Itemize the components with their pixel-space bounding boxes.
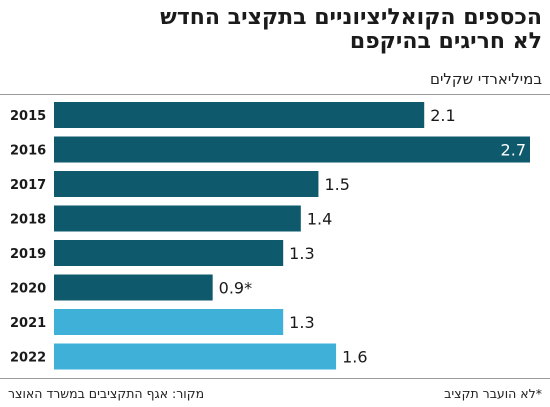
value-label-2020: 0.9*: [219, 279, 252, 298]
category-label-2016: 2016: [10, 144, 46, 159]
category-label-2022: 2022: [10, 351, 46, 366]
bar-2015: [54, 102, 425, 128]
chart-subtitle: במיליארדי שקלים: [429, 70, 542, 88]
value-label-2019: 1.3: [289, 244, 314, 263]
bar-2022: [54, 343, 337, 370]
value-label-2016: 2.7: [501, 141, 526, 160]
category-label-2018: 2018: [10, 213, 46, 228]
category-label-2021: 2021: [10, 316, 46, 331]
category-label-2015: 2015: [10, 109, 46, 124]
bar-2020: [54, 274, 213, 301]
category-label-2017: 2017: [10, 178, 46, 193]
value-label-2021: 1.3: [289, 313, 314, 332]
bottom-divider: [0, 378, 550, 379]
bar-2018: [54, 205, 301, 232]
bar-2017: [54, 171, 319, 197]
bar-2016: [54, 136, 530, 163]
value-label-2015: 2.1: [430, 106, 455, 125]
title-line-1: הכספים הקואליציוניים בתקציב החדש: [160, 5, 542, 30]
bar-2021: [54, 309, 284, 335]
value-label-2022: 1.6: [342, 348, 367, 367]
source-note: מקור: אגף התקציבים במשרד האוצר: [8, 386, 205, 401]
title-line-2: לא חריגים בהיקפם: [349, 29, 542, 54]
top-divider: [0, 94, 550, 95]
bar-2019: [54, 240, 284, 266]
value-label-2018: 1.4: [307, 210, 332, 229]
value-label-2017: 1.5: [324, 175, 349, 194]
chart-title: הכספים הקואליציוניים בתקציב החדש לא חריג…: [8, 6, 542, 54]
category-label-2019: 2019: [10, 247, 46, 262]
category-label-2020: 2020: [10, 282, 46, 297]
footnote: *לא הועבר תקציב: [444, 386, 542, 401]
